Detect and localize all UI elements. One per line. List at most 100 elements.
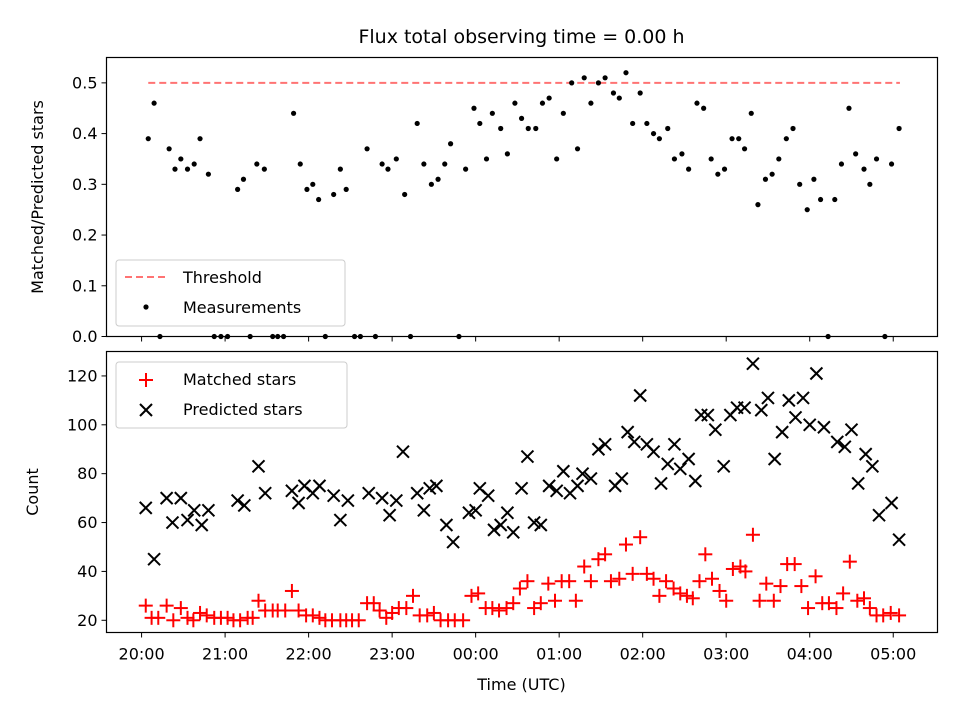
measurement-point [610, 90, 617, 96]
measurement-point [650, 130, 657, 137]
matched-star-point [745, 527, 760, 542]
predicted-star-point [788, 410, 803, 425]
matched-star-point [420, 608, 435, 623]
legend-measurements-label: Measurements [183, 298, 301, 317]
predicted-star-point [767, 452, 782, 466]
matched-star-point [692, 574, 707, 589]
measurement-point [644, 120, 650, 127]
top-y-tick-label: 0.0 [72, 327, 97, 346]
measurement-point [748, 110, 754, 116]
measurement-point [191, 161, 197, 167]
predicted-star-point [761, 391, 775, 405]
measurement-point [435, 176, 441, 182]
predicted-star-point [782, 393, 796, 408]
matched-star-point [159, 598, 174, 613]
matched-star-point [801, 601, 816, 616]
predicted-star-point [285, 484, 299, 498]
predicted-star-point [803, 418, 817, 432]
predicted-star-point [830, 435, 844, 449]
matched-star-point [821, 596, 836, 611]
predicted-star-point [514, 481, 529, 496]
matched-star-point [766, 593, 781, 608]
matched-star-point [245, 610, 260, 625]
matched-star-point [646, 571, 661, 586]
measurement-point [512, 100, 518, 106]
bottom-x-tick-label: 23:00 [369, 645, 415, 664]
legend-measurements-swatch [143, 304, 149, 310]
measurement-point [588, 100, 594, 106]
predicted-star-point [844, 422, 859, 437]
predicted-star-point [439, 518, 454, 532]
measurement-point [783, 136, 789, 142]
predicted-star-point [237, 498, 252, 513]
matched-star-point [625, 566, 640, 581]
measurement-point [595, 80, 602, 86]
matched-star-point [673, 586, 688, 601]
predicted-star-point [654, 476, 668, 491]
measurement-point [447, 141, 454, 147]
predicted-star-point [633, 388, 647, 403]
measurement-point [554, 156, 560, 162]
matched-star-point [284, 583, 299, 598]
matched-star-point [876, 608, 891, 623]
predicted-star-point [646, 444, 661, 459]
matched-star-point [719, 593, 734, 608]
matched-star-point [173, 601, 188, 616]
predicted-star-point [754, 403, 768, 417]
legend-predicted-swatch [139, 403, 153, 417]
predicted-star-point [382, 508, 397, 522]
measurement-point [235, 186, 241, 192]
matched-star-point [685, 591, 700, 606]
predicted-star-point [333, 513, 348, 527]
bottom-x-tick-label: 00:00 [453, 645, 499, 664]
measurement-point [776, 156, 782, 162]
predicted-star-point [417, 503, 431, 518]
measurement-point [483, 156, 490, 162]
matched-star-point [679, 588, 694, 603]
measurement-point [379, 161, 385, 167]
predicted-star-point [892, 532, 906, 547]
predicted-star-point [230, 493, 245, 508]
matched-star-point [583, 574, 598, 589]
measurement-point [694, 100, 700, 106]
measurement-point [393, 156, 399, 162]
predicted-star-point [688, 474, 703, 488]
matched-star-point [193, 605, 208, 620]
measurement-point [741, 146, 748, 152]
predicted-star-point [389, 493, 404, 508]
matched-star-point [883, 605, 898, 620]
measurement-point [254, 161, 260, 167]
bottom-axes-frame [105, 350, 939, 634]
predicted-star-point [180, 513, 195, 527]
measurement-point [471, 105, 477, 111]
matched-star-point [533, 596, 548, 611]
matched-star-point [464, 588, 479, 603]
measurement-point [316, 196, 322, 203]
measurement-point [715, 171, 721, 177]
matched-star-point [512, 581, 527, 596]
count-plot-area [138, 357, 907, 628]
measurement-point [701, 105, 707, 111]
predicted-star-point [446, 535, 460, 549]
bottom-y-tick-label: 60 [77, 513, 97, 532]
bottom-x-tick-label: 22:00 [286, 645, 332, 664]
bottom-y-tick-label: 100 [67, 415, 98, 434]
measurement-point [736, 136, 742, 142]
matched-star-point [399, 601, 414, 616]
measurement-point [297, 161, 303, 167]
top-axes-frame [105, 56, 939, 338]
predicted-star-point [534, 518, 548, 532]
measurement-point [504, 151, 510, 157]
bottom-x-tick-label: 21:00 [202, 645, 248, 664]
measurement-point [888, 161, 895, 167]
predicted-star-point [598, 437, 612, 452]
matched-star-point [312, 610, 327, 625]
predicted-star-point [341, 493, 355, 508]
predicted-star-point [147, 552, 161, 566]
bottom-y-tick-label: 120 [67, 366, 98, 385]
predicted-star-point [487, 523, 501, 537]
predicted-star-point [667, 437, 682, 452]
matched-star-point [618, 537, 633, 552]
